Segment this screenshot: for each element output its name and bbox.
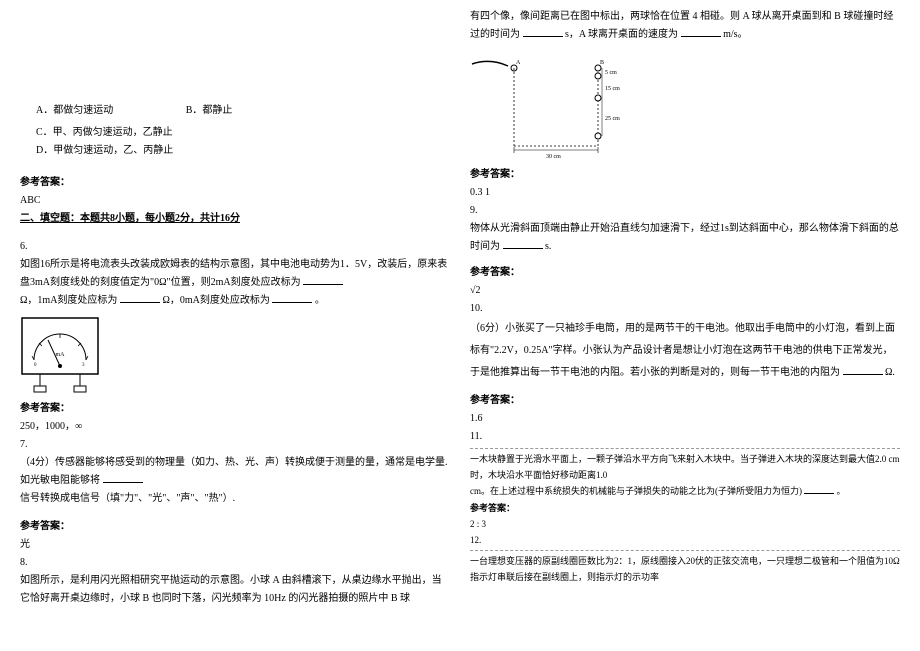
option-d: D．甲做匀速运动，乙、丙静止	[36, 142, 173, 160]
q9-num: 9.	[470, 202, 900, 220]
q6-text1: 如图16所示是将电流表头改装成欧姆表的结构示意图，其中电池电动势为1．5V，改装…	[20, 259, 447, 288]
option-c: C．甲、丙做匀速运动，乙静止	[36, 124, 173, 142]
answer-10: 1.6	[470, 410, 900, 428]
blank	[303, 274, 343, 285]
blank	[681, 26, 721, 37]
blank	[523, 26, 563, 37]
q6-text2: Ω，1mA刻度处应标为	[20, 295, 117, 306]
q9-text2: s.	[545, 241, 551, 252]
section2-title: 二、填空题：本题共8小题，每小题2分，共计16分	[20, 210, 450, 228]
q7-text1: （4分）传感器能够将感受到的物理量（如力、热、光、声）转换成便于测量的量，通常是…	[20, 457, 448, 486]
ref-answer-label: 参考答案：	[470, 392, 900, 410]
q6-text4: 。	[315, 295, 325, 306]
svg-text:5 cm: 5 cm	[605, 70, 617, 76]
ref-answer-label: 参考答案：	[20, 400, 450, 418]
q7-text2: 信号转换成电信号（填"力"、"光"、"声"、"热"）.	[20, 493, 235, 504]
blank	[103, 472, 143, 483]
q7-num: 7.	[20, 436, 450, 454]
q6-text3: Ω，0mA刻度处应改标为	[162, 295, 269, 306]
answer-abc: ABC	[20, 192, 450, 210]
q6-num: 6.	[20, 238, 450, 256]
q8-text: 如图所示，是利用闪光照相研究平抛运动的示意图。小球 A 由斜槽滚下，从桌边缘水平…	[20, 572, 450, 608]
ref-answer-label: 参考答案：	[470, 166, 900, 184]
svg-text:15 cm: 15 cm	[605, 86, 620, 92]
blank	[503, 238, 543, 249]
q12-num: 12.	[470, 532, 900, 548]
meter-diagram: mA 0 3	[20, 316, 450, 394]
q12-text: 一台理想变压器的原副线圈匝数比为2：1，原线圈接入20伏的正弦交流电，一只理想二…	[470, 553, 900, 585]
q11-text1: 一木块静置于光滑水平面上，一颗子弹沿水平方向飞来射入木块中。当子弹进入木块的深度…	[470, 454, 900, 480]
option-b: B．都静止	[186, 102, 233, 120]
svg-text:B: B	[600, 60, 604, 66]
q11-text2: cm。在上述过程中系统损失的机械能与子弹损失的动能之比为(子弹所受阻力为恒力)	[470, 486, 802, 496]
q8-cont2: s，A 球离开桌面的速度为	[565, 29, 678, 40]
ref-answer-label: 参考答案：	[470, 264, 900, 282]
ref-answer-label: 参考答案：	[20, 518, 450, 536]
answer-11: 2 : 3	[470, 516, 900, 532]
q11-num: 11.	[470, 428, 900, 446]
q8-cont3: m/s。	[723, 29, 747, 40]
svg-text:30 cm: 30 cm	[546, 154, 561, 160]
divider	[470, 448, 900, 449]
blank	[804, 483, 834, 494]
answer-6: 250，1000，∞	[20, 418, 450, 436]
ref-answer-label: 参考答案：	[20, 174, 450, 192]
q10-text1: （6分）小张买了一只袖珍手电筒，用的是两节干的干电池。他取出手电筒中的小灯泡，看…	[470, 323, 895, 378]
q10-num: 10.	[470, 300, 900, 318]
option-a: A．都做匀速运动	[36, 102, 113, 120]
ref-answer-label: 参考答案：	[470, 500, 900, 516]
blank	[272, 292, 312, 303]
svg-text:mA: mA	[56, 352, 66, 358]
answer-8: 0.3 1	[470, 184, 900, 202]
trajectory-diagram: A B 5 cm 15 cm 25 cm 30 cm	[470, 50, 900, 160]
q11-text3: 。	[837, 486, 846, 496]
answer-9: √2	[470, 282, 900, 300]
q8-num: 8.	[20, 554, 450, 572]
svg-text:25 cm: 25 cm	[605, 116, 620, 122]
divider	[470, 550, 900, 551]
q10-text2: Ω.	[885, 367, 895, 378]
blank	[120, 292, 160, 303]
svg-text:A: A	[516, 60, 521, 66]
answer-7: 光	[20, 536, 450, 554]
blank	[843, 364, 883, 375]
